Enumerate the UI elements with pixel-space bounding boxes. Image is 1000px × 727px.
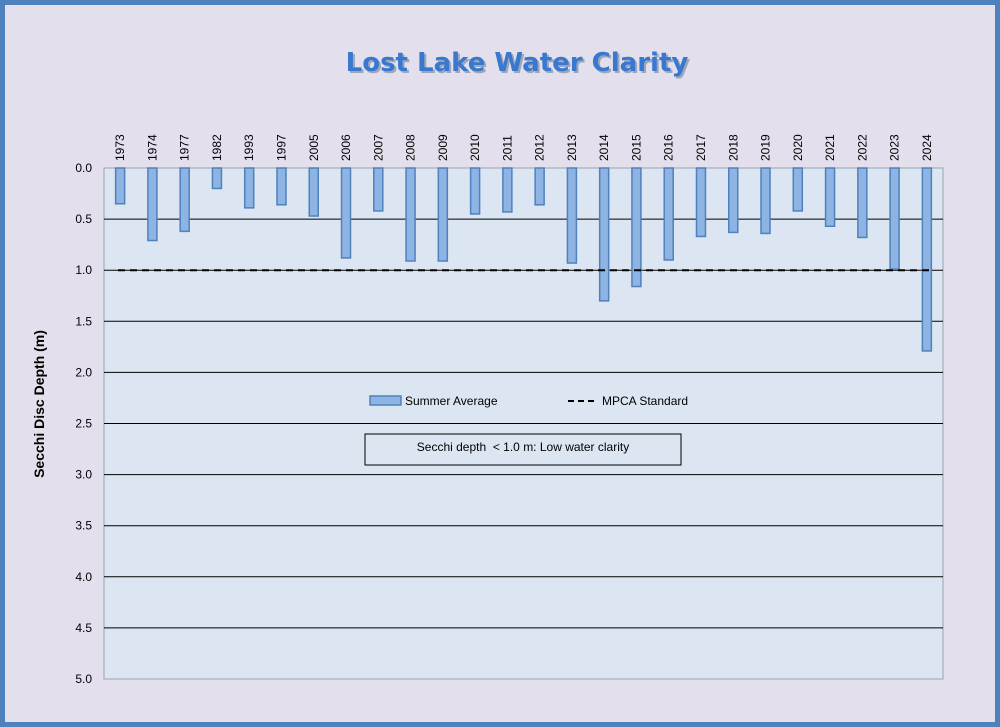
x-tick-label-1977: 1977 xyxy=(178,134,192,161)
x-tick-label-2006: 2006 xyxy=(339,134,353,161)
x-tick-label-2018: 2018 xyxy=(726,134,740,161)
x-tick-label-1993: 1993 xyxy=(242,134,256,161)
x-tick-label-2008: 2008 xyxy=(404,134,418,161)
y-tick-label: 2.5 xyxy=(75,417,92,431)
y-tick-label: 5.0 xyxy=(75,672,92,686)
bars xyxy=(114,167,933,352)
legend-label-mpca-standard: MPCA Standard xyxy=(602,394,688,408)
y-tick-label: 3.0 xyxy=(75,468,92,482)
x-tick-label-2023: 2023 xyxy=(888,134,902,161)
x-tick-label-2017: 2017 xyxy=(694,134,708,161)
bar-2014 xyxy=(598,167,610,302)
x-tick-label-2024: 2024 xyxy=(920,134,934,161)
x-tick-label-2019: 2019 xyxy=(759,134,773,161)
chart-title: Lost Lake Water Clarity xyxy=(346,48,689,78)
x-tick-label-2014: 2014 xyxy=(597,134,611,161)
x-tick-label-2016: 2016 xyxy=(662,134,676,161)
y-tick-label: 3.5 xyxy=(75,519,92,533)
bar-2019 xyxy=(760,167,771,235)
bar-2009 xyxy=(437,167,449,262)
x-tick-label-1997: 1997 xyxy=(274,134,288,161)
annotation-border xyxy=(364,433,682,466)
x-axis-ticks: 1973 1974 1977 1982 1993 1997 2005 2006 2007 2008… xyxy=(113,134,934,161)
x-tick-label-1974: 1974 xyxy=(145,134,159,161)
bar-2008 xyxy=(405,167,416,262)
x-tick-label-1973: 1973 xyxy=(113,134,127,161)
chart-title-shadow: Lost Lake Water Clarity xyxy=(348,50,691,80)
bar-1973 xyxy=(114,167,126,205)
bar-2007 xyxy=(373,167,384,212)
bar-2006 xyxy=(340,167,352,259)
bar-1982 xyxy=(211,167,223,190)
bar-1993 xyxy=(243,167,255,209)
x-tick-label-2007: 2007 xyxy=(371,134,385,161)
bar-2005 xyxy=(308,167,319,217)
bar-2011 xyxy=(502,167,513,213)
y-tick-label: 2.0 xyxy=(75,365,92,379)
y-tick-label: 4.0 xyxy=(75,570,92,584)
x-tick-label-2005: 2005 xyxy=(307,134,321,161)
bar-2012 xyxy=(534,167,545,206)
bar-2024 xyxy=(921,167,933,352)
bar-1974 xyxy=(147,167,158,242)
annotation-box: Secchi depth < 1.0 m: Low water clarity xyxy=(364,433,682,466)
x-tick-label-2010: 2010 xyxy=(468,134,482,161)
x-tick-label-2020: 2020 xyxy=(791,134,805,161)
y-tick-label: 1.5 xyxy=(75,314,92,328)
bar-2018 xyxy=(728,167,739,234)
bar-2023 xyxy=(889,167,900,270)
y-tick-label: 0.0 xyxy=(75,161,92,175)
x-tick-label-2013: 2013 xyxy=(565,134,579,161)
y-tick-label: 4.5 xyxy=(75,621,92,635)
x-tick-label-2011: 2011 xyxy=(500,135,514,161)
bar-2022 xyxy=(857,167,868,239)
legend-label-summer-average: Summer Average xyxy=(405,394,498,408)
x-tick-label-2009: 2009 xyxy=(436,134,450,161)
bar-2017 xyxy=(695,167,707,238)
bar-2010 xyxy=(469,167,481,215)
x-tick-label-2021: 2021 xyxy=(823,134,837,161)
y-axis-ticks: 0.0 0.5 1.0 1.5 2.0 2.5 3.0 3.5 4.0 4.5 5.0 xyxy=(75,161,92,686)
x-tick-label-2022: 2022 xyxy=(855,134,869,161)
bar-2013 xyxy=(566,167,578,264)
bar-2016 xyxy=(663,167,674,261)
legend: Summer Average MPCA Standard xyxy=(369,394,688,408)
bar-2021 xyxy=(824,167,836,228)
legend-swatch-summer-average xyxy=(369,395,402,406)
bar-1997 xyxy=(276,167,287,206)
bar-1977 xyxy=(179,167,190,233)
x-tick-label-2012: 2012 xyxy=(533,134,547,161)
annotation-text: Secchi depth < 1.0 m: Low water clarity xyxy=(417,440,629,454)
y-axis-label: Secchi Disc Depth (m) xyxy=(31,330,47,478)
y-tick-label: 0.5 xyxy=(75,212,92,226)
bar-2020 xyxy=(792,167,804,212)
bar-2015 xyxy=(631,167,642,288)
x-tick-label-1982: 1982 xyxy=(210,134,224,161)
x-tick-label-2015: 2015 xyxy=(629,134,643,161)
y-tick-label: 1.0 xyxy=(75,263,92,277)
